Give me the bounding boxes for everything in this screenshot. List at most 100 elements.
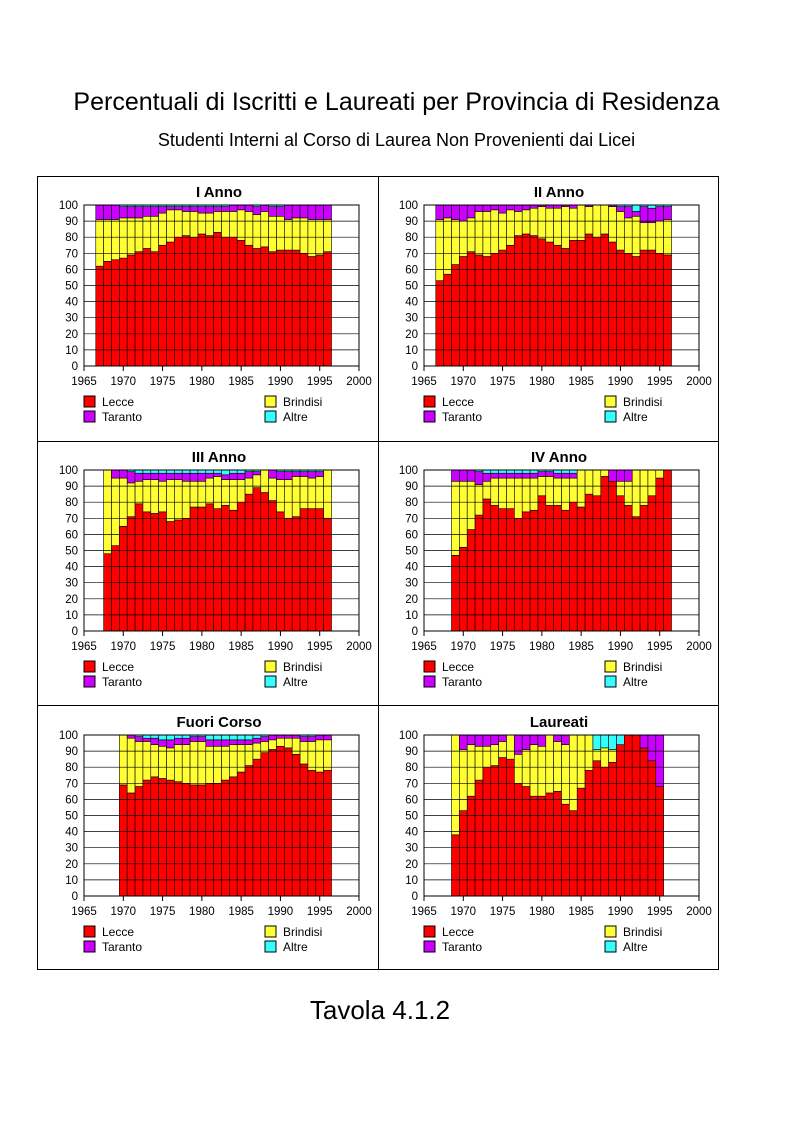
bar-segment	[323, 517, 332, 632]
y-tick-label: 20	[405, 594, 418, 606]
bar-segment	[506, 244, 515, 367]
y-tick-label: 50	[405, 811, 418, 823]
bar-segment	[134, 741, 144, 787]
bar-segment	[451, 219, 460, 265]
bar-segment	[126, 471, 136, 484]
x-tick-label: 1980	[189, 641, 215, 653]
x-tick-label: 1985	[568, 641, 594, 653]
bar-segment	[221, 479, 230, 506]
y-tick-label: 90	[65, 216, 78, 228]
bar-segment	[474, 484, 484, 516]
bar-segment	[521, 511, 531, 632]
bar-segment	[260, 752, 269, 897]
bar-segment	[592, 469, 602, 497]
bar-segment	[268, 206, 277, 217]
bar-segment	[252, 487, 262, 632]
x-tick-label: 2000	[686, 376, 712, 388]
y-tick-label: 100	[399, 465, 418, 477]
y-tick-label: 40	[405, 562, 418, 574]
bar-segment	[229, 211, 238, 238]
bar-segment	[229, 204, 238, 212]
bar-segment	[197, 736, 207, 742]
bar-segment	[561, 248, 570, 367]
bar-segment	[197, 212, 207, 235]
bar-segment	[553, 207, 562, 246]
y-tick-label: 30	[65, 843, 78, 855]
bar-segment	[197, 784, 207, 897]
bar-segment	[150, 472, 159, 480]
bar-segment	[639, 505, 649, 632]
bar-segment	[482, 204, 492, 212]
bar-segment	[459, 734, 468, 750]
x-tick-label: 1975	[150, 376, 176, 388]
bar-segment	[158, 244, 167, 367]
bar-segment	[466, 734, 476, 745]
bar-segment	[236, 744, 246, 773]
bar-segment	[174, 737, 183, 745]
legend-swatch	[604, 925, 617, 938]
bar-segment	[276, 511, 285, 632]
bar-segment	[584, 493, 594, 632]
bar-segment	[95, 219, 104, 267]
bar-segment	[600, 233, 609, 367]
bar-segment	[260, 211, 269, 248]
bar-segment	[323, 770, 332, 897]
bar-segment	[174, 519, 183, 632]
bar-segment	[205, 477, 214, 505]
bar-segment	[592, 734, 602, 750]
plot-border	[83, 204, 360, 367]
x-tick-label: 1995	[647, 376, 673, 388]
bar-segment	[506, 209, 515, 246]
bar-segment	[150, 776, 159, 897]
legend-swatch	[264, 675, 277, 688]
bar-segment	[268, 469, 277, 479]
bar-segment	[514, 204, 523, 212]
bar-segment	[189, 206, 199, 212]
x-tick-label: 1980	[529, 906, 555, 918]
bar-segment	[276, 737, 285, 747]
bar-segment	[466, 204, 476, 219]
bar-segment	[506, 204, 515, 211]
bar-segment	[584, 206, 594, 235]
y-tick-label: 0	[72, 626, 78, 638]
x-tick-label: 1980	[529, 376, 555, 388]
x-tick-label: 1985	[228, 641, 254, 653]
bar-segment	[299, 471, 309, 477]
x-tick-label: 1970	[450, 376, 476, 388]
bar-segment	[252, 214, 262, 249]
y-tick-label: 10	[405, 610, 418, 622]
bar-segment	[291, 217, 301, 251]
bar-segment	[119, 206, 128, 219]
bar-segment	[213, 211, 222, 233]
bar-segment	[490, 765, 499, 897]
x-tick-label: 1975	[150, 641, 176, 653]
bar-segment	[158, 511, 167, 632]
bar-segment	[142, 206, 152, 217]
y-tick-label: 80	[405, 762, 418, 774]
y-tick-label: 70	[405, 513, 418, 525]
bar-segment	[284, 747, 293, 897]
bar-segment	[553, 477, 562, 506]
bar-segment	[616, 211, 625, 251]
bar-segment	[244, 211, 254, 246]
legend-swatch	[264, 660, 277, 673]
legend-swatch	[264, 395, 277, 408]
legend-label: Altre	[623, 675, 648, 689]
bar-segment	[553, 472, 562, 479]
x-tick-label: 1980	[189, 376, 215, 388]
bar-segment	[506, 734, 515, 760]
x-tick-label: 1970	[450, 641, 476, 653]
legend-label: Lecce	[102, 660, 134, 674]
bar-segment	[537, 745, 547, 797]
bar-segment	[260, 469, 269, 493]
bar-segment	[514, 211, 523, 236]
bar-segment	[639, 469, 649, 506]
x-tick-label: 1990	[608, 906, 634, 918]
bar-segment	[529, 472, 539, 479]
bar-segment	[315, 734, 324, 741]
x-tick-label: 2000	[346, 906, 372, 918]
x-tick-label: 1975	[150, 906, 176, 918]
bar-segment	[529, 207, 539, 236]
bar-segment	[553, 505, 562, 632]
chart-panel: I Anno 0 10 20 30 40 50 60 70 80 90 100 1965 1970 1975…	[59, 184, 372, 424]
